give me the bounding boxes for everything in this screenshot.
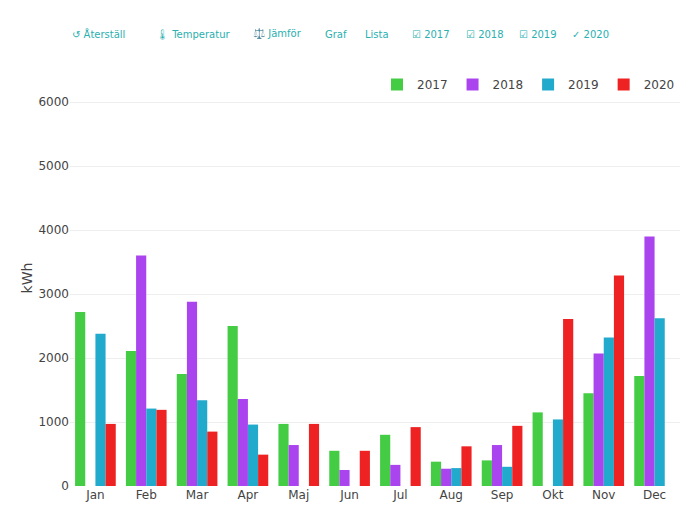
- svg-text:🌡 Temperatur: 🌡 Temperatur: [156, 29, 230, 40]
- svg-text:☑ 2018: ☑ 2018: [466, 29, 504, 40]
- svg-text:2017: 2017: [417, 78, 448, 92]
- svg-text:6000: 6000: [38, 95, 69, 109]
- svg-text:☑ 2017: ☑ 2017: [412, 29, 450, 40]
- svg-text:Apr: Apr: [238, 488, 259, 502]
- svg-text:2019: 2019: [568, 78, 599, 92]
- svg-text:↺ Återställ: ↺ Återställ: [72, 28, 125, 40]
- svg-text:Mar: Mar: [186, 488, 209, 502]
- svg-text:Nov: Nov: [592, 488, 615, 502]
- svg-text:5000: 5000: [38, 159, 69, 173]
- svg-text:Aug: Aug: [440, 488, 463, 502]
- svg-text:⚖️ Jämför: ⚖️ Jämför: [253, 27, 302, 40]
- svg-text:Jan: Jan: [85, 488, 105, 502]
- svg-text:2000: 2000: [38, 351, 69, 365]
- svg-text:Okt: Okt: [542, 488, 563, 502]
- svg-text:2020: 2020: [644, 78, 675, 92]
- svg-text:Sep: Sep: [491, 488, 514, 502]
- svg-text:2018: 2018: [493, 78, 524, 92]
- svg-text:Jun: Jun: [339, 488, 359, 502]
- svg-text:Maj: Maj: [288, 488, 309, 502]
- svg-text:Lista: Lista: [365, 29, 389, 40]
- svg-text:kWh: kWh: [19, 263, 35, 294]
- svg-text:0: 0: [61, 479, 69, 493]
- svg-text:✓ 2020: ✓ 2020: [572, 29, 609, 40]
- svg-text:4000: 4000: [38, 223, 69, 237]
- svg-text:Graf: Graf: [325, 29, 347, 40]
- svg-text:Jul: Jul: [392, 488, 407, 502]
- svg-text:Feb: Feb: [136, 488, 157, 502]
- svg-text:3000: 3000: [38, 287, 69, 301]
- svg-text:Dec: Dec: [643, 488, 666, 502]
- svg-text:1000: 1000: [38, 415, 69, 429]
- svg-text:☑ 2019: ☑ 2019: [519, 29, 557, 40]
